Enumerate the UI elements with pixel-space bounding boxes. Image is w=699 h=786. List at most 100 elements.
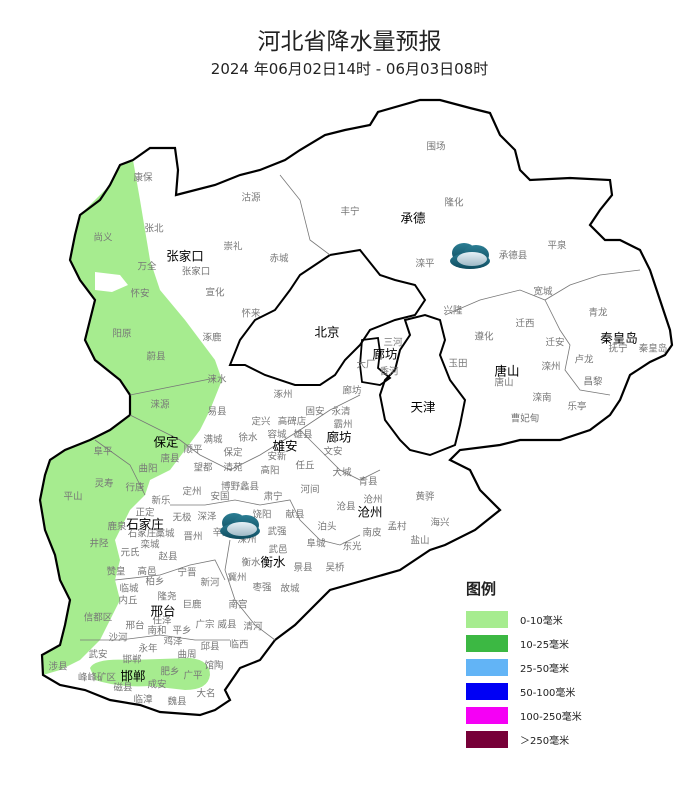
county-label: 大名 [196, 688, 215, 700]
county-label: 肃宁 [263, 491, 282, 503]
city-label: 邢台 [150, 604, 175, 619]
cloud-icon [450, 243, 490, 269]
county-label: 迁西 [515, 319, 534, 330]
county-label: 井陉 [89, 538, 109, 550]
county-label: 香河 [379, 366, 399, 378]
county-label: 海兴 [430, 517, 449, 529]
county-label: 南和 [147, 625, 166, 637]
county-label: 宽城 [533, 286, 553, 298]
county-label: 任泽 [152, 615, 172, 627]
county-label: 威县 [217, 619, 236, 631]
county-label: 安新 [267, 451, 287, 463]
legend-label: 100-250毫米 [520, 711, 582, 723]
county-label: 隆尧 [157, 591, 176, 603]
county-label: 定州 [182, 486, 201, 498]
county-label: 吴桥 [325, 562, 345, 574]
dry-area [95, 272, 128, 292]
county-label: 围场 [426, 142, 445, 153]
county-label: 顺平 [183, 445, 203, 456]
county-label: 大厂 [356, 359, 375, 371]
legend-label: 10-25毫米 [520, 639, 570, 651]
county-label: 涿州 [273, 390, 292, 401]
rain-area-handan [90, 658, 210, 690]
county-label: 武安 [88, 649, 107, 661]
county-label: 张家口 [182, 266, 211, 278]
county-label: 献县 [285, 509, 304, 521]
county-label: 饶阳 [252, 509, 271, 521]
county-label: 滦州 [541, 361, 560, 373]
county-label: 栾城 [140, 539, 160, 551]
county-label: 赤城 [269, 254, 289, 265]
county-label: 隆化 [444, 197, 464, 209]
county-label: 保定 [223, 447, 243, 459]
legend-item: ＞250毫米 [466, 727, 582, 751]
county-label: 高邑 [137, 566, 156, 578]
county-label: 东光 [342, 541, 362, 553]
county-label: 临西 [229, 639, 248, 651]
county-label: 鹿泉 [107, 521, 127, 533]
county-label: 阳原 [112, 329, 131, 340]
legend-swatch [466, 610, 508, 628]
county-label: 兴隆 [443, 305, 463, 317]
county-label: 望都 [193, 462, 213, 474]
county-label: 枣强 [252, 583, 272, 594]
county-label: 南宫 [228, 599, 247, 611]
county-label: 定兴 [251, 416, 270, 428]
legend-label: 25-50毫米 [520, 663, 570, 675]
county-label: 唐山 [494, 377, 513, 389]
county-label: 张北 [144, 224, 164, 235]
county-label: 鸡泽 [163, 636, 183, 648]
county-label: 怀来 [241, 308, 261, 320]
county-label: 广平 [183, 670, 203, 682]
county-label: 柏乡 [145, 576, 164, 588]
city-boundaries [80, 174, 641, 641]
county-label: 河间 [300, 484, 319, 496]
map-title: 河北省降水量预报 [257, 29, 442, 55]
county-label: 文安 [323, 446, 342, 458]
county-label: 涉县 [48, 661, 67, 673]
county-label: 孟村 [387, 521, 407, 533]
county-label: 雄县 [293, 429, 312, 441]
legend-swatch [466, 682, 508, 700]
county-label: 青县 [358, 476, 377, 488]
legend-item: 10-25毫米 [466, 631, 582, 655]
county-label: 沽源 [241, 192, 261, 204]
county-label: 廊坊 [342, 385, 362, 397]
county-label: 临漳 [133, 694, 153, 706]
county-label: 丰宁 [340, 206, 359, 218]
county-label: 景县 [293, 563, 312, 574]
legend-item: 50-100毫米 [466, 679, 582, 703]
city-label: 雄安 [272, 439, 297, 454]
county-label: 赞皇 [106, 566, 125, 578]
county-label: 沧县 [336, 501, 355, 513]
county-label: 固安 [305, 406, 324, 418]
county-label: 涞源 [150, 400, 170, 411]
county-label: 晋州 [183, 532, 202, 543]
county-label: 磁县 [113, 682, 132, 694]
cloud-icon [220, 513, 260, 539]
county-label: 涿鹿 [202, 332, 222, 344]
county-label: 永年 [138, 643, 158, 655]
county-label: 沧州 [363, 494, 382, 506]
county-label: 平山 [63, 492, 82, 503]
county-label: 泊头 [317, 521, 336, 533]
county-label: 青龙 [588, 307, 608, 319]
county-label: 故城 [280, 583, 300, 595]
city-label: 廊坊 [372, 347, 397, 362]
county-label: 平乡 [172, 626, 191, 637]
county-label: 安国 [210, 491, 229, 503]
legend-item: 0-10毫米 [466, 607, 582, 631]
county-label: 深州 [237, 535, 256, 546]
county-label: 赵县 [158, 551, 177, 563]
county-label: 沙河 [108, 632, 128, 644]
legend-label: 0-10毫米 [520, 615, 563, 627]
legend-swatch [466, 730, 508, 748]
county-label: 南皮 [362, 527, 382, 539]
county-label: 峰峰矿区 [78, 672, 117, 684]
county-label: 永清 [331, 406, 351, 418]
city-label: 石家庄 [126, 517, 164, 532]
city-label: 保定 [153, 435, 178, 450]
legend-swatch [466, 634, 508, 652]
city-label: 承德 [400, 211, 426, 226]
legend-swatch [466, 658, 508, 676]
